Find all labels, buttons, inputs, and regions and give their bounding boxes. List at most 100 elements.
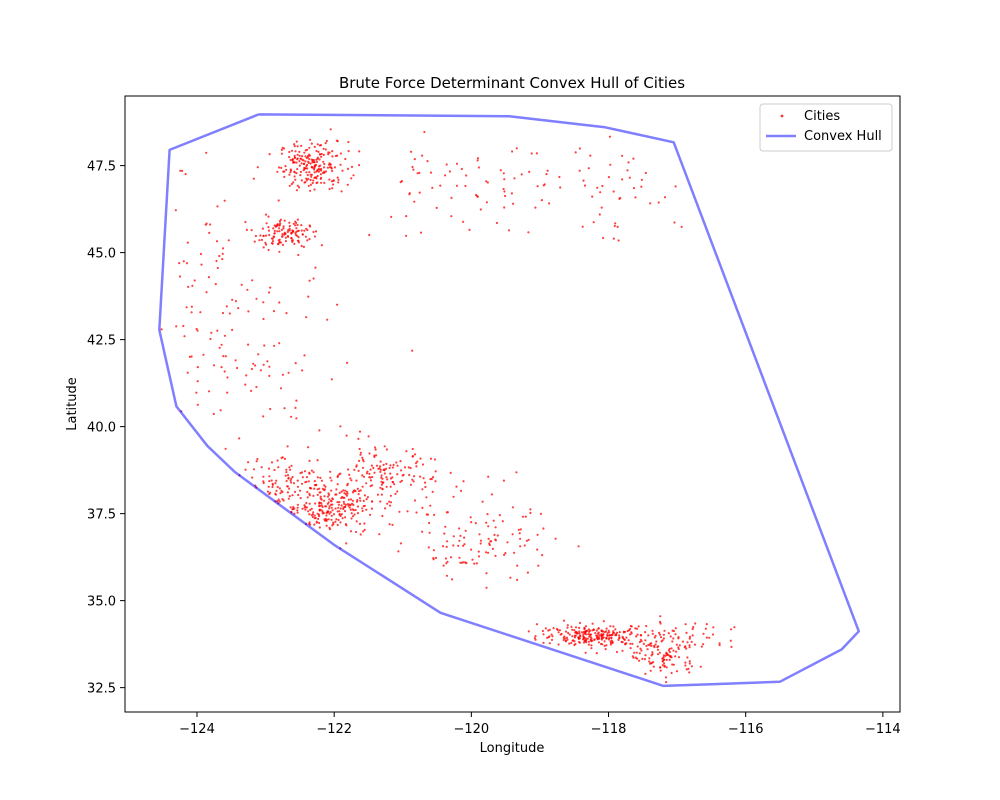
city-point (443, 532, 446, 535)
city-point (246, 288, 249, 291)
city-point (541, 554, 544, 557)
city-point (550, 638, 554, 642)
city-point (305, 177, 308, 180)
city-point (301, 369, 304, 372)
city-point (396, 464, 399, 467)
city-point (504, 552, 507, 555)
city-point (335, 518, 338, 521)
city-point (607, 638, 611, 641)
city-point (304, 481, 307, 484)
city-point (303, 470, 307, 473)
city-point (353, 468, 356, 471)
city-point (423, 130, 426, 134)
city-point (335, 488, 338, 491)
city-point (313, 235, 317, 238)
city-point (362, 505, 365, 508)
city-point (273, 229, 276, 232)
city-point (369, 485, 372, 488)
city-point (373, 471, 376, 474)
city-point (506, 541, 509, 544)
city-point (296, 511, 299, 514)
city-point (226, 376, 229, 379)
city-point (564, 630, 568, 633)
city-point (312, 511, 315, 514)
city-point (730, 628, 733, 631)
city-point (190, 305, 193, 308)
city-point (320, 504, 323, 507)
city-point (331, 498, 334, 501)
city-point (314, 516, 317, 520)
city-point (278, 487, 281, 490)
city-point (361, 456, 364, 459)
city-point (244, 383, 247, 386)
city-point (327, 153, 330, 156)
city-point (292, 222, 295, 225)
city-point (373, 454, 376, 457)
city-point (271, 482, 274, 485)
city-point (621, 641, 624, 644)
city-point (380, 476, 383, 479)
city-point (275, 489, 278, 492)
city-point (277, 199, 280, 202)
chart-title: Brute Force Determinant Convex Hull of C… (339, 74, 685, 92)
city-point (599, 642, 603, 646)
city-point (671, 663, 674, 666)
city-point (635, 651, 638, 654)
city-point (609, 625, 612, 628)
city-point (511, 506, 514, 509)
city-point (320, 479, 323, 482)
city-point (485, 572, 488, 575)
city-point (340, 504, 343, 507)
city-point (356, 505, 360, 508)
city-point (645, 624, 648, 628)
city-point (381, 488, 384, 491)
city-point (212, 364, 216, 367)
city-point (319, 173, 322, 176)
city-point (288, 156, 291, 159)
city-point (473, 562, 476, 565)
city-point (325, 524, 328, 527)
city-point (634, 196, 637, 199)
city-point (290, 237, 293, 240)
city-point (361, 485, 364, 488)
city-point (323, 499, 326, 502)
city-point (527, 231, 530, 234)
city-point (352, 490, 355, 493)
city-point (485, 586, 488, 589)
city-point (278, 342, 281, 345)
city-point (262, 475, 265, 478)
city-point (285, 471, 288, 474)
city-point (279, 222, 282, 225)
city-point (339, 472, 342, 475)
city-point (479, 208, 482, 211)
city-point (671, 640, 674, 643)
city-point (262, 317, 265, 321)
city-point (307, 184, 310, 187)
city-point (607, 176, 611, 179)
city-point (455, 184, 458, 187)
city-point (299, 489, 302, 492)
city-point (251, 279, 254, 282)
city-point (515, 471, 518, 474)
city-point (319, 177, 322, 180)
city-point (205, 291, 208, 294)
city-point (256, 166, 259, 169)
city-point (395, 461, 398, 464)
city-point (355, 479, 358, 482)
city-point (216, 329, 219, 332)
city-point (258, 239, 261, 242)
city-point (247, 310, 250, 313)
city-point (385, 476, 388, 479)
city-point (308, 154, 311, 157)
city-point (288, 229, 291, 232)
city-point (637, 625, 640, 628)
city-point (349, 477, 352, 480)
city-point (253, 240, 256, 243)
city-point (659, 666, 662, 669)
city-point (598, 637, 601, 640)
city-point (540, 199, 544, 202)
city-point (667, 654, 670, 657)
city-point (308, 171, 311, 174)
city-point (381, 514, 384, 518)
city-point (305, 179, 308, 182)
